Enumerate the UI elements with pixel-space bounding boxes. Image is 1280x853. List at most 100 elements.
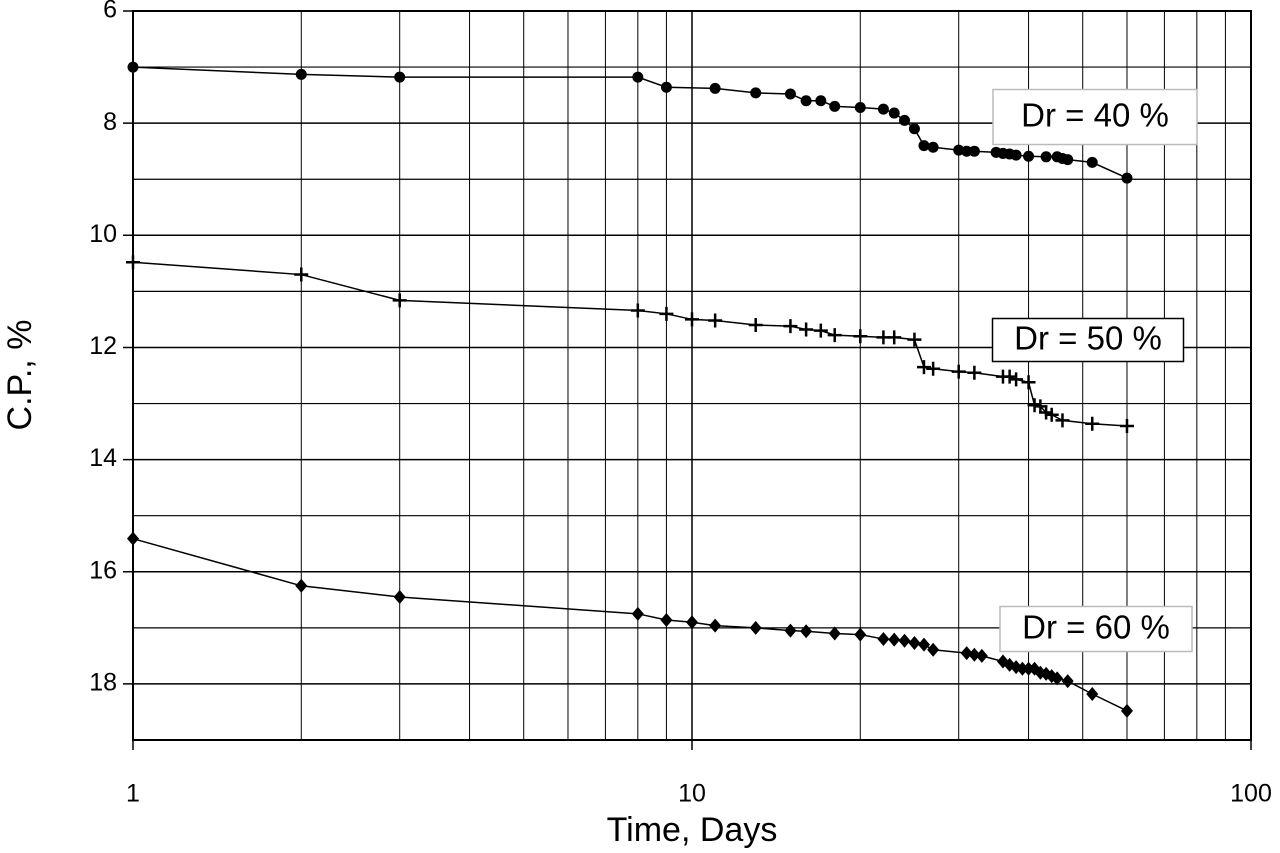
marker: [749, 620, 762, 635]
marker: [708, 313, 723, 328]
y-tick-label: 12: [89, 332, 117, 360]
marker: [295, 578, 308, 593]
marker: [750, 87, 762, 99]
x-tick-label: 100: [1230, 780, 1272, 808]
marker: [916, 360, 931, 375]
marker: [815, 95, 827, 107]
marker: [968, 145, 980, 157]
marker: [392, 293, 407, 308]
y-axis-title: C.P., %: [1, 320, 39, 431]
marker: [1051, 671, 1064, 686]
label-box: [991, 317, 1185, 363]
marker: [127, 61, 139, 73]
marker: [660, 612, 673, 627]
marker: [686, 615, 698, 630]
y-tick-label: 8: [103, 108, 117, 136]
marker: [631, 606, 644, 621]
marker: [1021, 375, 1036, 390]
marker: [926, 361, 941, 376]
marker: [1009, 372, 1024, 387]
marker: [967, 365, 982, 380]
marker: [888, 632, 901, 647]
marker: [799, 322, 814, 337]
marker: [960, 646, 973, 661]
y-tick-label: 14: [89, 444, 117, 472]
label-box: [992, 88, 1198, 146]
marker: [853, 329, 868, 344]
marker: [800, 624, 813, 639]
marker: [827, 328, 842, 343]
marker: [829, 100, 841, 112]
x-tick-label: 1: [126, 780, 140, 808]
marker: [1044, 407, 1059, 422]
marker: [918, 140, 930, 152]
marker: [877, 632, 890, 647]
y-tick-label: 18: [89, 669, 117, 697]
marker: [961, 145, 973, 157]
marker: [1040, 151, 1052, 163]
y-tick-label: 10: [89, 220, 117, 248]
plot-frame: [132, 10, 1252, 741]
marker: [828, 626, 841, 641]
label-box: [999, 605, 1193, 653]
marker: [393, 590, 406, 605]
marker: [968, 647, 981, 662]
marker: [709, 618, 722, 633]
marker: [709, 82, 721, 94]
series-label: Dr = 50 %: [1014, 320, 1162, 357]
marker: [888, 107, 900, 119]
marker: [975, 648, 988, 663]
marker: [394, 71, 406, 83]
marker: [813, 323, 828, 338]
marker: [659, 306, 674, 321]
series-line: [132, 261, 1128, 427]
marker: [1085, 416, 1100, 431]
series-label: Dr = 40 %: [1021, 97, 1169, 134]
marker: [685, 312, 699, 327]
marker: [1002, 369, 1017, 384]
marker: [784, 88, 796, 100]
series-line: [132, 537, 1128, 712]
marker: [917, 637, 930, 652]
marker: [927, 642, 940, 657]
marker: [908, 635, 921, 650]
marker: [294, 267, 309, 282]
marker: [1055, 413, 1070, 428]
marker: [951, 364, 966, 379]
marker: [783, 319, 798, 334]
y-tick-label: 16: [89, 556, 117, 584]
marker: [1086, 687, 1099, 702]
marker: [854, 627, 867, 642]
marker: [748, 318, 763, 333]
marker: [632, 71, 644, 83]
marker: [1010, 149, 1022, 161]
marker: [1062, 154, 1074, 166]
marker: [126, 255, 140, 270]
marker: [927, 141, 939, 153]
marker: [295, 68, 307, 80]
marker: [1120, 703, 1133, 718]
marker: [800, 95, 812, 107]
x-tick-label: 10: [678, 780, 706, 808]
marker: [898, 633, 911, 648]
marker: [854, 101, 866, 113]
marker: [877, 103, 889, 115]
marker: [908, 123, 920, 135]
y-tick-label: 6: [103, 0, 117, 24]
marker: [1016, 661, 1029, 676]
marker: [899, 114, 911, 126]
marker: [660, 81, 672, 93]
marker: [887, 330, 902, 345]
marker: [784, 623, 797, 638]
marker: [630, 303, 645, 318]
marker: [1061, 674, 1074, 689]
x-axis-title: Time, Days: [607, 811, 778, 849]
marker: [907, 332, 922, 347]
marker: [1121, 172, 1133, 184]
marker: [1023, 150, 1035, 162]
series-label: Dr = 60 %: [1022, 609, 1170, 646]
marker: [1119, 418, 1134, 433]
marker: [1086, 156, 1098, 168]
marker: [127, 531, 139, 546]
